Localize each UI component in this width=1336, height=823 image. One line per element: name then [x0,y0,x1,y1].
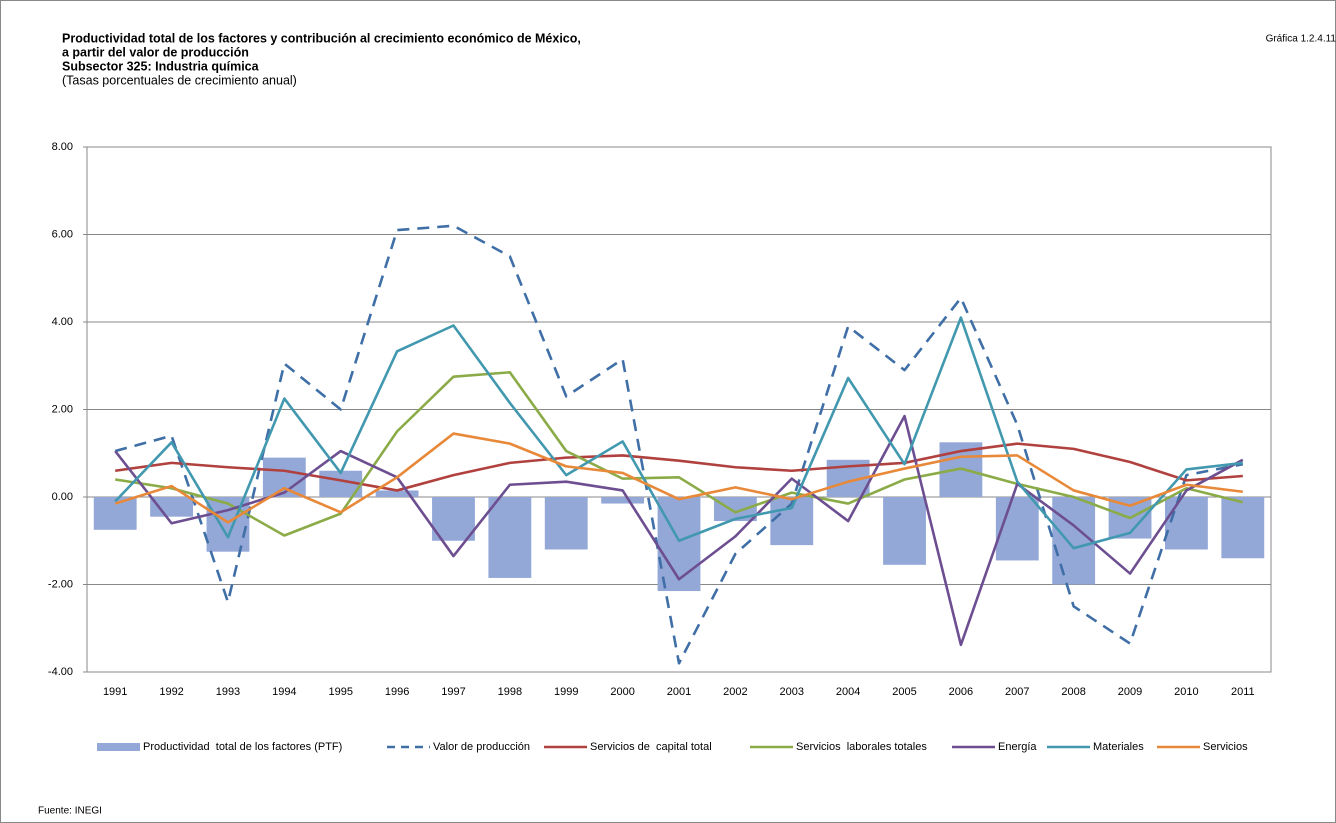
y-tick-label: 4.00 [52,316,73,328]
x-tick-label: 2008 [1061,686,1085,698]
x-tick-label: 2007 [1005,686,1029,698]
x-tick-label: 2002 [723,686,747,698]
x-tick-label: 2001 [667,686,691,698]
bar [93,497,137,530]
bar [544,497,588,550]
x-tick-label: 1994 [272,686,296,698]
line [114,224,1244,665]
legend-label: Servicios [1203,741,1248,753]
x-tick-label: 1992 [159,686,183,698]
y-tick-label: -4.00 [48,666,73,678]
bar [150,497,193,517]
x-tick-label: 1999 [554,686,578,698]
bar [488,497,532,578]
bar [375,490,419,497]
x-tick-label: 2006 [949,686,973,698]
bar [1052,497,1096,585]
x-tick-label: 2005 [892,686,916,698]
source: Fuente: INEGI [38,806,102,817]
bar [262,457,306,497]
line [114,414,1244,647]
line [114,371,1244,537]
chart-subtitle: (Tasas porcentuales de crecimiento anual… [62,73,297,87]
x-tick-label: 1998 [498,686,522,698]
bar [883,497,926,565]
line [115,442,1243,492]
bar [1165,497,1208,550]
bar [1221,497,1265,559]
legend-swatch [97,743,140,751]
chart-title: a partir del valor de producción [62,45,249,59]
bar [657,497,701,592]
y-tick-label: 0.00 [52,491,73,503]
bar [995,497,1039,561]
line [114,432,1243,524]
x-tick-label: 2004 [836,686,860,698]
legend-label: Energía [998,741,1037,753]
y-tick-label: -2.00 [48,578,73,590]
bar [601,497,645,504]
legend-label: Materiales [1093,741,1144,753]
x-tick-label: 1993 [216,686,240,698]
x-tick-label: 1991 [103,686,127,698]
bar [713,497,757,522]
x-tick-label: 2011 [1231,686,1255,698]
bar [432,497,475,541]
y-tick-label: 2.00 [52,403,73,415]
x-tick-label: 1997 [441,686,465,698]
legend-label: Productividad total de los factores (PTF… [143,741,342,753]
figure-label: Gráfica 1.2.4.11 [1266,34,1336,45]
x-tick-label: 1996 [385,686,409,698]
legend-label: Valor de producción [433,741,530,753]
y-tick-label: 8.00 [52,141,73,153]
y-tick-label: 6.00 [52,228,73,240]
legend-label: Servicios laborales totales [796,741,927,753]
x-tick-label: 2003 [780,686,804,698]
chart-title: Productividad total de los factores y co… [62,31,581,45]
line [114,316,1243,550]
x-tick-label: 1995 [328,686,352,698]
x-tick-label: 2009 [1118,686,1142,698]
chart-title: Subsector 325: Industria química [62,59,260,73]
x-tick-label: 2000 [610,686,634,698]
legend-label: Servicios de capital total [590,741,712,753]
x-tick-label: 2010 [1174,686,1198,698]
